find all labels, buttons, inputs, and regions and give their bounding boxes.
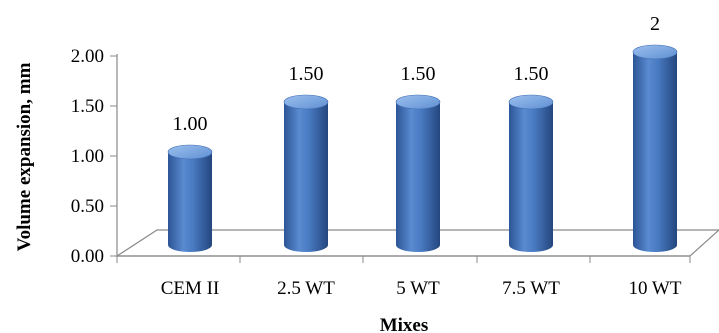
x-tick-label: 5 WT [396, 278, 440, 299]
bar-body [633, 52, 677, 252]
data-label: 1.50 [401, 63, 436, 85]
bar [167, 144, 213, 252]
plot-floor [114, 54, 719, 257]
bar-body [168, 152, 212, 252]
data-label: 2 [650, 13, 660, 35]
y-axis-label: Volume expansion, mm [14, 62, 35, 251]
bar-top [395, 94, 441, 110]
y-tick-label: 1.00 [71, 146, 104, 167]
bar-body [509, 102, 553, 252]
bar-body [284, 102, 328, 252]
x-axis-categories: CEM II 2.5 WT 5 WT 7.5 WT 10 WT [116, 256, 691, 299]
bar-top [283, 94, 329, 110]
x-tick-label: 10 WT [629, 278, 682, 299]
y-tick-label: 2.00 [71, 46, 104, 67]
x-tick-label: 7.5 WT [502, 278, 560, 299]
bar-top [632, 44, 678, 60]
bar-top [508, 94, 554, 110]
bar [632, 44, 678, 252]
x-axis-label: Mixes [380, 315, 429, 333]
bar-body [396, 102, 440, 252]
y-tick-label: 0.50 [71, 196, 104, 217]
bar-top [167, 144, 213, 160]
y-axis-ticks: 0.00 0.50 1.00 1.50 2.00 [71, 46, 117, 267]
data-labels: 1.00 1.50 1.50 1.50 2 [173, 13, 661, 135]
y-tick-label: 1.50 [71, 96, 104, 117]
data-label: 1.50 [289, 63, 324, 85]
bar [283, 94, 329, 252]
bar [395, 94, 441, 252]
data-label: 1.00 [173, 113, 208, 135]
bars [167, 44, 678, 252]
x-tick-label: 2.5 WT [277, 278, 335, 299]
data-label: 1.50 [514, 63, 549, 85]
x-tick-label: CEM II [161, 278, 220, 299]
y-tick-label: 0.00 [71, 246, 104, 267]
bar [508, 94, 554, 252]
